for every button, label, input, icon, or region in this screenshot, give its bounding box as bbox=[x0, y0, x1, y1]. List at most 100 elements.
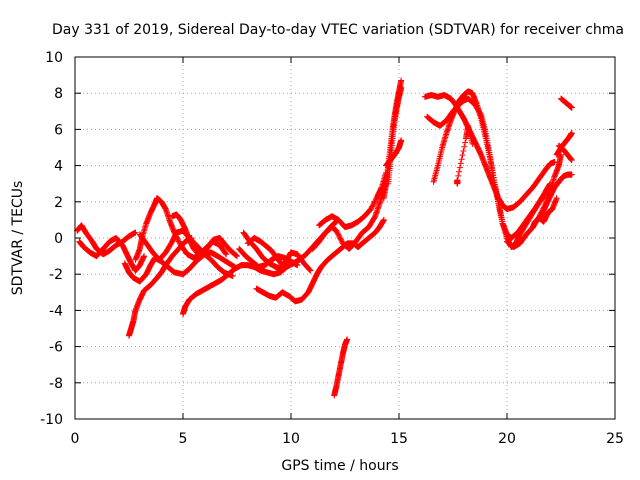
data-point bbox=[460, 147, 467, 154]
data-point bbox=[338, 237, 345, 244]
data-point bbox=[334, 230, 341, 237]
data-point bbox=[232, 252, 239, 259]
data-point bbox=[568, 157, 575, 164]
data-series bbox=[121, 249, 238, 285]
data-point bbox=[369, 203, 376, 210]
data-series bbox=[76, 235, 148, 274]
data-point bbox=[568, 104, 575, 111]
data-point bbox=[458, 156, 465, 163]
chart-title: Day 331 of 2019, Sidereal Day-to-day VTE… bbox=[52, 22, 624, 38]
data-point bbox=[141, 253, 148, 260]
data-point bbox=[367, 206, 374, 213]
data-point bbox=[306, 266, 313, 273]
x-tick-label: 15 bbox=[390, 431, 408, 447]
data-point bbox=[568, 130, 575, 137]
data-point bbox=[229, 273, 236, 280]
data-point bbox=[398, 137, 405, 144]
data-series bbox=[331, 336, 351, 399]
data-series bbox=[180, 218, 340, 318]
data-series bbox=[424, 95, 554, 241]
data-point bbox=[454, 177, 461, 184]
data-point bbox=[223, 251, 230, 258]
data-point bbox=[334, 229, 341, 236]
data-point bbox=[457, 160, 464, 167]
data-point bbox=[175, 238, 182, 245]
data-series bbox=[454, 122, 476, 187]
data-point bbox=[234, 253, 240, 260]
x-tick-label: 20 bbox=[498, 431, 516, 447]
data-point bbox=[335, 232, 342, 239]
data-point bbox=[335, 231, 342, 238]
y-tick-label: 8 bbox=[54, 86, 63, 102]
data-point bbox=[369, 202, 376, 209]
data-point bbox=[370, 200, 377, 207]
y-tick-label: -4 bbox=[49, 303, 63, 319]
gridlines bbox=[75, 57, 615, 419]
data-point bbox=[281, 263, 288, 270]
data-point bbox=[462, 139, 469, 146]
data-point bbox=[344, 336, 351, 343]
data-series bbox=[538, 171, 575, 220]
data-points bbox=[74, 77, 575, 399]
data-point bbox=[469, 140, 476, 147]
data-point bbox=[336, 234, 343, 241]
data-point bbox=[372, 197, 379, 204]
data-series bbox=[316, 169, 390, 231]
y-tick-label: 4 bbox=[54, 159, 63, 175]
data-point bbox=[371, 198, 378, 205]
data-point bbox=[568, 171, 575, 178]
data-point bbox=[368, 204, 375, 211]
data-point bbox=[233, 252, 240, 259]
x-tick-label: 10 bbox=[282, 431, 300, 447]
data-series bbox=[529, 195, 560, 231]
data-point bbox=[337, 236, 344, 243]
data-point bbox=[307, 267, 314, 274]
data-series bbox=[558, 95, 575, 111]
x-tick-label: 0 bbox=[71, 431, 80, 447]
data-point bbox=[222, 250, 229, 257]
data-point bbox=[373, 195, 380, 202]
data-point bbox=[398, 84, 405, 91]
data-point bbox=[456, 164, 463, 171]
x-axis-label: GPS time / hours bbox=[281, 458, 398, 474]
data-point bbox=[306, 266, 313, 273]
data-point bbox=[132, 229, 139, 236]
data-point bbox=[477, 110, 484, 117]
y-tick-label: 10 bbox=[45, 50, 63, 66]
y-tick-label: 0 bbox=[54, 231, 63, 247]
data-point bbox=[455, 172, 462, 179]
y-tick-label: -6 bbox=[49, 340, 63, 356]
data-point bbox=[294, 262, 301, 269]
data-point bbox=[280, 262, 287, 269]
data-point bbox=[553, 195, 560, 202]
data-point bbox=[280, 263, 287, 270]
data-point bbox=[461, 143, 468, 150]
data-point bbox=[371, 199, 378, 206]
y-tick-label: 6 bbox=[54, 122, 63, 138]
y-tick-label: 2 bbox=[54, 195, 63, 211]
data-point bbox=[459, 152, 466, 159]
data-point bbox=[175, 237, 182, 244]
data-series bbox=[169, 211, 240, 260]
y-tick-label: -8 bbox=[49, 376, 63, 392]
y-axis-label: SDTVAR / TECUs bbox=[10, 181, 26, 296]
y-tick-label: -10 bbox=[40, 412, 63, 428]
y-tick-label: -2 bbox=[49, 267, 63, 283]
data-point bbox=[398, 77, 405, 84]
data-point bbox=[333, 227, 340, 234]
x-tick-label: 5 bbox=[179, 431, 188, 447]
data-series bbox=[555, 142, 575, 164]
data-series bbox=[383, 137, 405, 169]
data-point bbox=[176, 239, 183, 246]
data-series bbox=[385, 84, 405, 187]
axis-ticks: 0 5 10 15 20 25 -10 -8 -6 -4 -2 0 2 4 6 8 10 bbox=[40, 50, 624, 447]
data-series bbox=[309, 177, 390, 252]
data-point bbox=[456, 168, 463, 175]
data-series bbox=[244, 235, 288, 270]
data-series bbox=[74, 222, 139, 258]
data-point bbox=[380, 216, 387, 223]
data-point bbox=[337, 235, 344, 242]
x-tick-label: 25 bbox=[606, 431, 624, 447]
